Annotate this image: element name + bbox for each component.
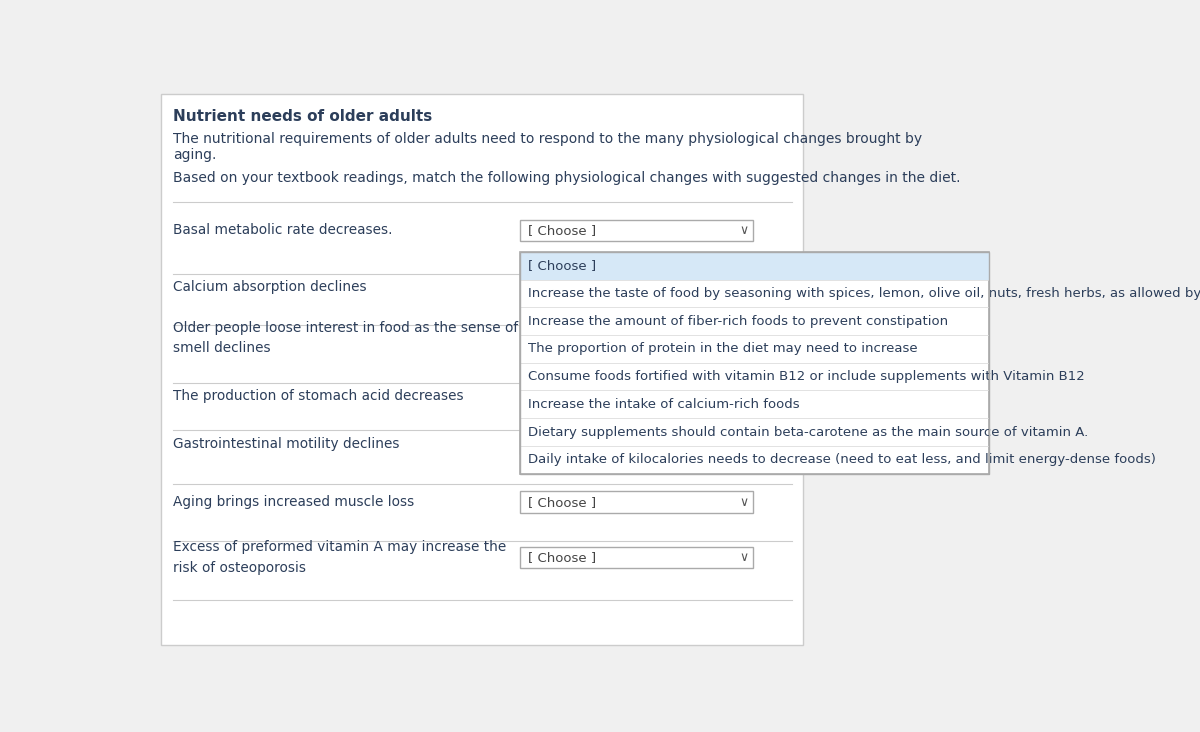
Text: Consume foods fortified with vitamin B12 or include supplements with Vitamin B12: Consume foods fortified with vitamin B12… — [528, 370, 1085, 383]
FancyBboxPatch shape — [521, 547, 752, 568]
Text: [ Choose ]: [ Choose ] — [528, 437, 596, 450]
Text: Basal metabolic rate decreases.: Basal metabolic rate decreases. — [173, 223, 392, 237]
FancyBboxPatch shape — [521, 220, 752, 241]
Text: Older people loose interest in food as the sense of
smell declines: Older people loose interest in food as t… — [173, 321, 518, 356]
Text: Calcium absorption declines: Calcium absorption declines — [173, 280, 367, 294]
Text: ∨: ∨ — [739, 551, 748, 564]
Text: ∨: ∨ — [739, 437, 748, 450]
Text: [ Choose ]: [ Choose ] — [528, 551, 596, 564]
Text: Dietary supplements should contain beta-carotene as the main source of vitamin A: Dietary supplements should contain beta-… — [528, 425, 1088, 438]
Text: Aging brings increased muscle loss: Aging brings increased muscle loss — [173, 495, 414, 509]
FancyBboxPatch shape — [521, 252, 989, 474]
FancyBboxPatch shape — [161, 94, 803, 646]
FancyBboxPatch shape — [521, 433, 752, 455]
Text: [ Choose ]: [ Choose ] — [528, 259, 596, 272]
Text: Gastrointestinal motility declines: Gastrointestinal motility declines — [173, 436, 400, 451]
Text: ∨: ∨ — [739, 496, 748, 509]
Text: [ Choose ]: [ Choose ] — [528, 437, 596, 450]
Text: The proportion of protein in the diet may need to increase: The proportion of protein in the diet ma… — [528, 343, 918, 355]
Text: Daily intake of kilocalories needs to decrease (need to eat less, and limit ener: Daily intake of kilocalories needs to de… — [528, 453, 1156, 466]
FancyBboxPatch shape — [521, 491, 752, 513]
Text: The production of stomach acid decreases: The production of stomach acid decreases — [173, 389, 464, 403]
Text: Increase the amount of fiber-rich foods to prevent constipation: Increase the amount of fiber-rich foods … — [528, 315, 948, 328]
Text: Nutrient needs of older adults: Nutrient needs of older adults — [173, 109, 432, 124]
Text: Increase the taste of food by seasoning with spices, lemon, olive oil, nuts, fre: Increase the taste of food by seasoning … — [528, 287, 1200, 300]
Text: [ Choose ]: [ Choose ] — [528, 224, 596, 236]
Text: Excess of preformed vitamin A may increase the
risk of osteoporosis: Excess of preformed vitamin A may increa… — [173, 540, 506, 575]
Text: The nutritional requirements of older adults need to respond to the many physiol: The nutritional requirements of older ad… — [173, 132, 923, 146]
FancyBboxPatch shape — [521, 252, 989, 280]
Text: [ Choose ]: [ Choose ] — [528, 496, 596, 509]
Text: Increase the intake of calcium-rich foods: Increase the intake of calcium-rich food… — [528, 397, 800, 411]
Text: Based on your textbook readings, match the following physiological changes with : Based on your textbook readings, match t… — [173, 171, 961, 185]
Text: aging.: aging. — [173, 148, 217, 162]
Text: ∨: ∨ — [739, 224, 748, 236]
